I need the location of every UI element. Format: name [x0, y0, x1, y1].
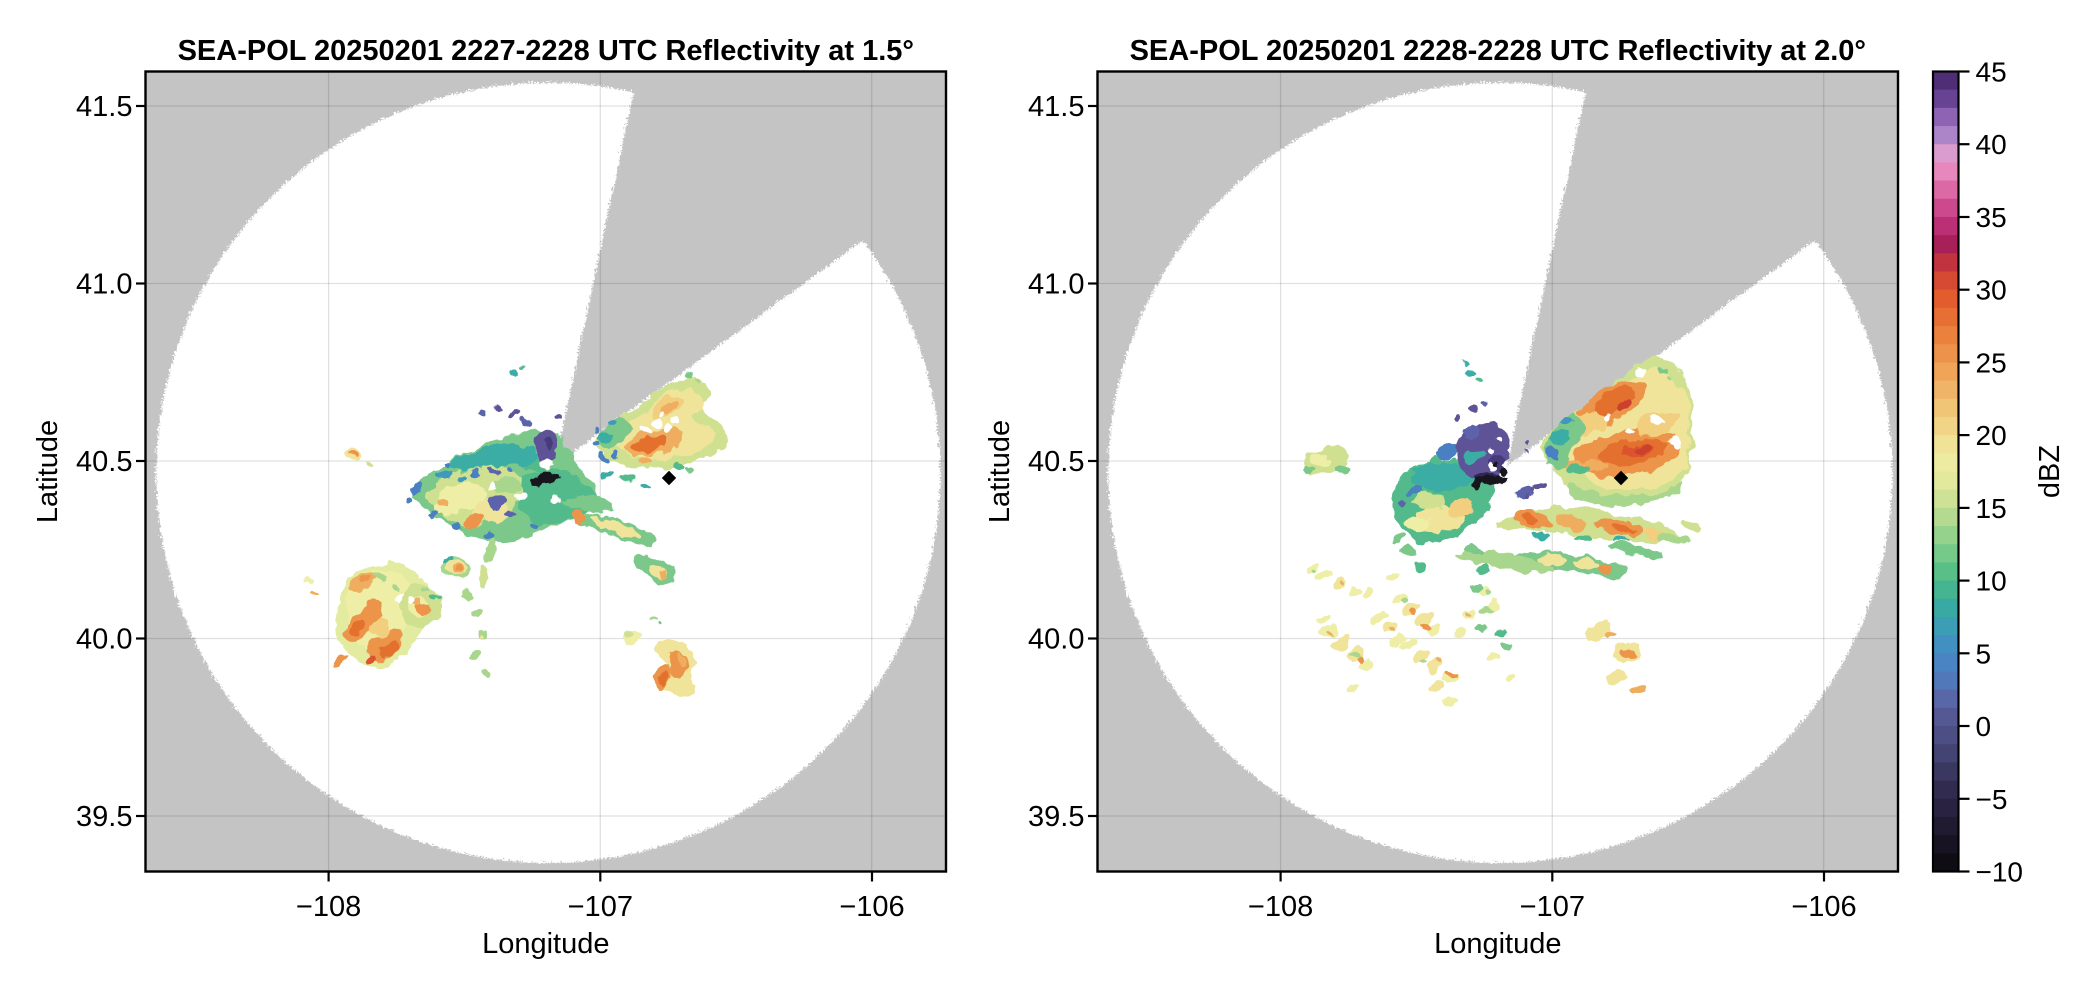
svg-text:Latitude: Latitude: [984, 420, 1016, 523]
svg-text:−10: −10: [1976, 857, 2024, 888]
svg-text:39.5: 39.5: [76, 801, 132, 833]
svg-text:41.0: 41.0: [76, 269, 132, 301]
svg-text:41.0: 41.0: [1028, 269, 1084, 301]
svg-text:Longitude: Longitude: [482, 928, 609, 960]
svg-text:−107: −107: [1520, 891, 1585, 923]
svg-text:Longitude: Longitude: [1434, 928, 1561, 960]
svg-text:−106: −106: [839, 891, 904, 923]
svg-text:−5: −5: [1976, 784, 2008, 815]
svg-text:45: 45: [1976, 57, 2007, 88]
svg-text:20: 20: [1976, 420, 2007, 451]
svg-text:40.0: 40.0: [76, 624, 132, 656]
svg-text:25: 25: [1976, 347, 2007, 378]
svg-text:30: 30: [1976, 275, 2007, 306]
svg-text:5: 5: [1976, 638, 1992, 669]
svg-text:41.5: 41.5: [76, 91, 132, 123]
svg-text:−108: −108: [296, 891, 361, 923]
svg-text:Latitude: Latitude: [32, 420, 64, 523]
svg-text:41.5: 41.5: [1028, 91, 1084, 123]
svg-text:0: 0: [1976, 711, 1992, 742]
svg-text:−108: −108: [1248, 891, 1313, 923]
svg-text:39.5: 39.5: [1028, 801, 1084, 833]
svg-text:SEA-POL 20250201 2228-2228 UTC: SEA-POL 20250201 2228-2228 UTC Reflectiv…: [1130, 35, 1866, 67]
svg-text:15: 15: [1976, 493, 2007, 524]
svg-text:40.0: 40.0: [1028, 624, 1084, 656]
svg-text:40.5: 40.5: [1028, 446, 1084, 478]
svg-text:−106: −106: [1791, 891, 1856, 923]
svg-text:35: 35: [1976, 202, 2007, 233]
svg-text:40.5: 40.5: [76, 446, 132, 478]
svg-text:−107: −107: [568, 891, 633, 923]
svg-text:dBZ: dBZ: [2034, 445, 2066, 498]
svg-text:SEA-POL 20250201 2227-2228 UTC: SEA-POL 20250201 2227-2228 UTC Reflectiv…: [178, 35, 914, 67]
svg-text:10: 10: [1976, 566, 2007, 597]
svg-text:40: 40: [1976, 129, 2007, 160]
